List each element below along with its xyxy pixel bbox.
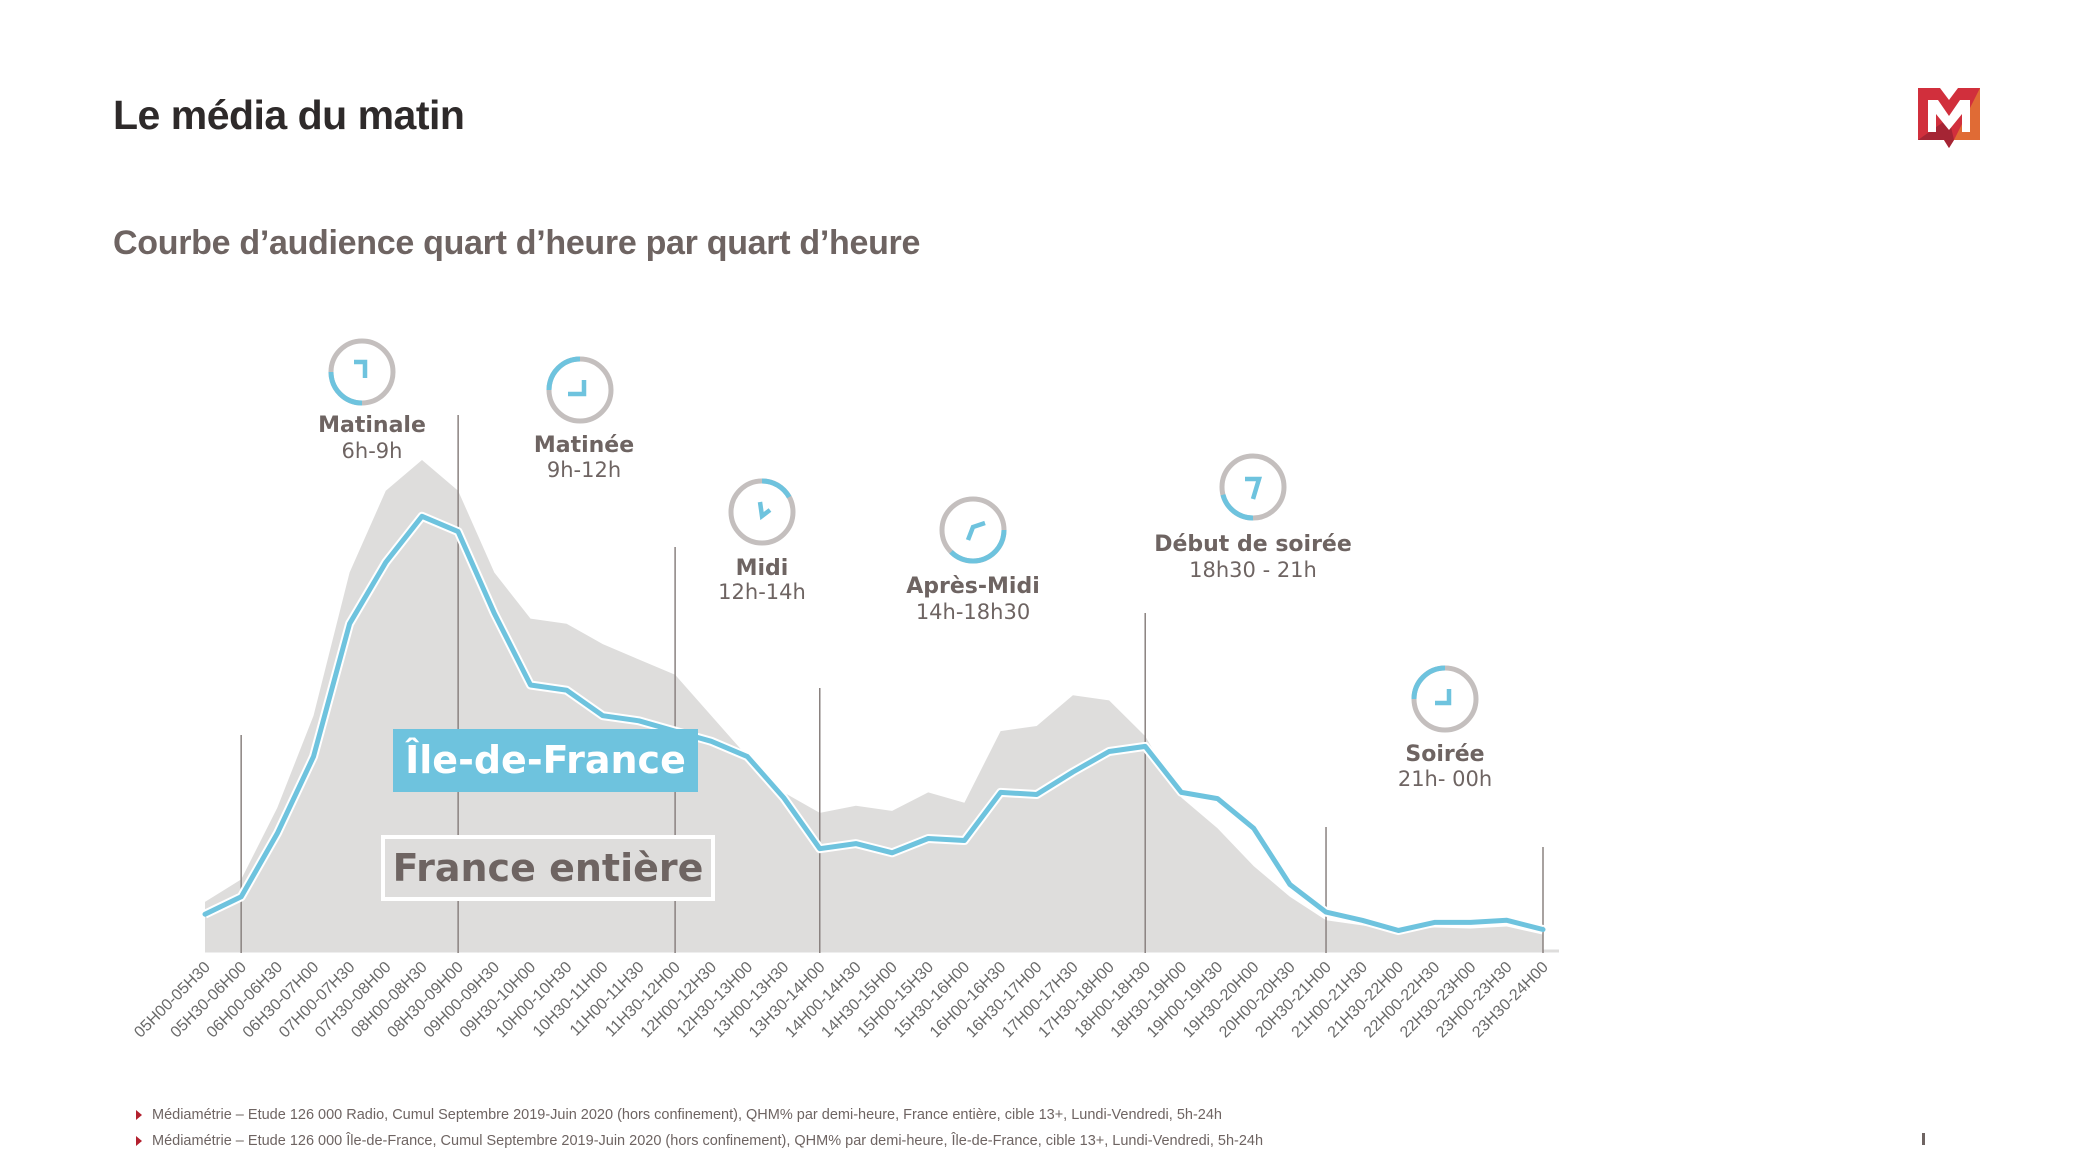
period-range: 12h-14h (718, 580, 806, 604)
footnotes: Médiamétrie – Etude 126 000 Radio, Cumul… (136, 1102, 1263, 1154)
clock-hands (1245, 476, 1263, 500)
period-title: Midi (736, 556, 789, 581)
footnote-text: Médiamétrie – Etude 126 000 Île-de-Franc… (152, 1133, 1264, 1149)
clock-progress-arc (761, 478, 792, 499)
period-title: Soirée (1405, 742, 1484, 767)
clock-icon (728, 478, 796, 546)
period-range: 9h-12h (547, 458, 621, 482)
footnote-item: Médiamétrie – Etude 126 000 Île-de-Franc… (136, 1128, 1263, 1154)
clock-progress-arc (1411, 665, 1446, 700)
footnote-item: Médiamétrie – Etude 126 000 Radio, Cumul… (136, 1102, 1263, 1128)
clock-hands (965, 520, 986, 541)
period-title: Matinale (318, 413, 426, 438)
clock-progress-arc (328, 371, 363, 406)
period-title: Matinée (534, 433, 634, 458)
clock-progress-arc (949, 529, 1007, 564)
bullet-arrow-icon (136, 1110, 142, 1120)
m-logo-icon (1918, 88, 1980, 148)
period-title: Début de soirée (1154, 532, 1352, 557)
period-range: 18h30 - 21h (1189, 558, 1317, 582)
chart-subtitle: Courbe d’audience quart d’heure par quar… (113, 224, 921, 262)
legend-france-entiere: France entière (381, 835, 715, 901)
clock-hands (757, 501, 772, 521)
series-area-france-entiere (205, 460, 1543, 951)
clock-icon (1411, 665, 1479, 733)
clock-hands (568, 380, 587, 397)
clock-icon (939, 496, 1007, 564)
series-line-ile-de-france (202, 513, 1546, 933)
clock-hands (1435, 689, 1452, 706)
page-marker (1922, 1133, 1925, 1145)
period-title: Après-Midi (906, 574, 1040, 599)
clock-icon (546, 356, 614, 424)
clock-icon (1219, 453, 1287, 521)
legend-ile-de-france: Île-de-France (393, 729, 698, 792)
page-title: Le média du matin (113, 92, 465, 138)
period-range: 14h-18h30 (916, 600, 1030, 624)
bullet-arrow-icon (136, 1136, 142, 1146)
clock-progress-arc (1220, 493, 1254, 521)
footnote-text: Médiamétrie – Etude 126 000 Radio, Cumul… (152, 1107, 1222, 1123)
clock-progress-arc (546, 356, 581, 391)
clock-hands (354, 359, 368, 378)
period-range: 21h- 00h (1398, 767, 1492, 791)
clock-icon (328, 338, 396, 406)
period-range: 6h-9h (342, 439, 403, 463)
